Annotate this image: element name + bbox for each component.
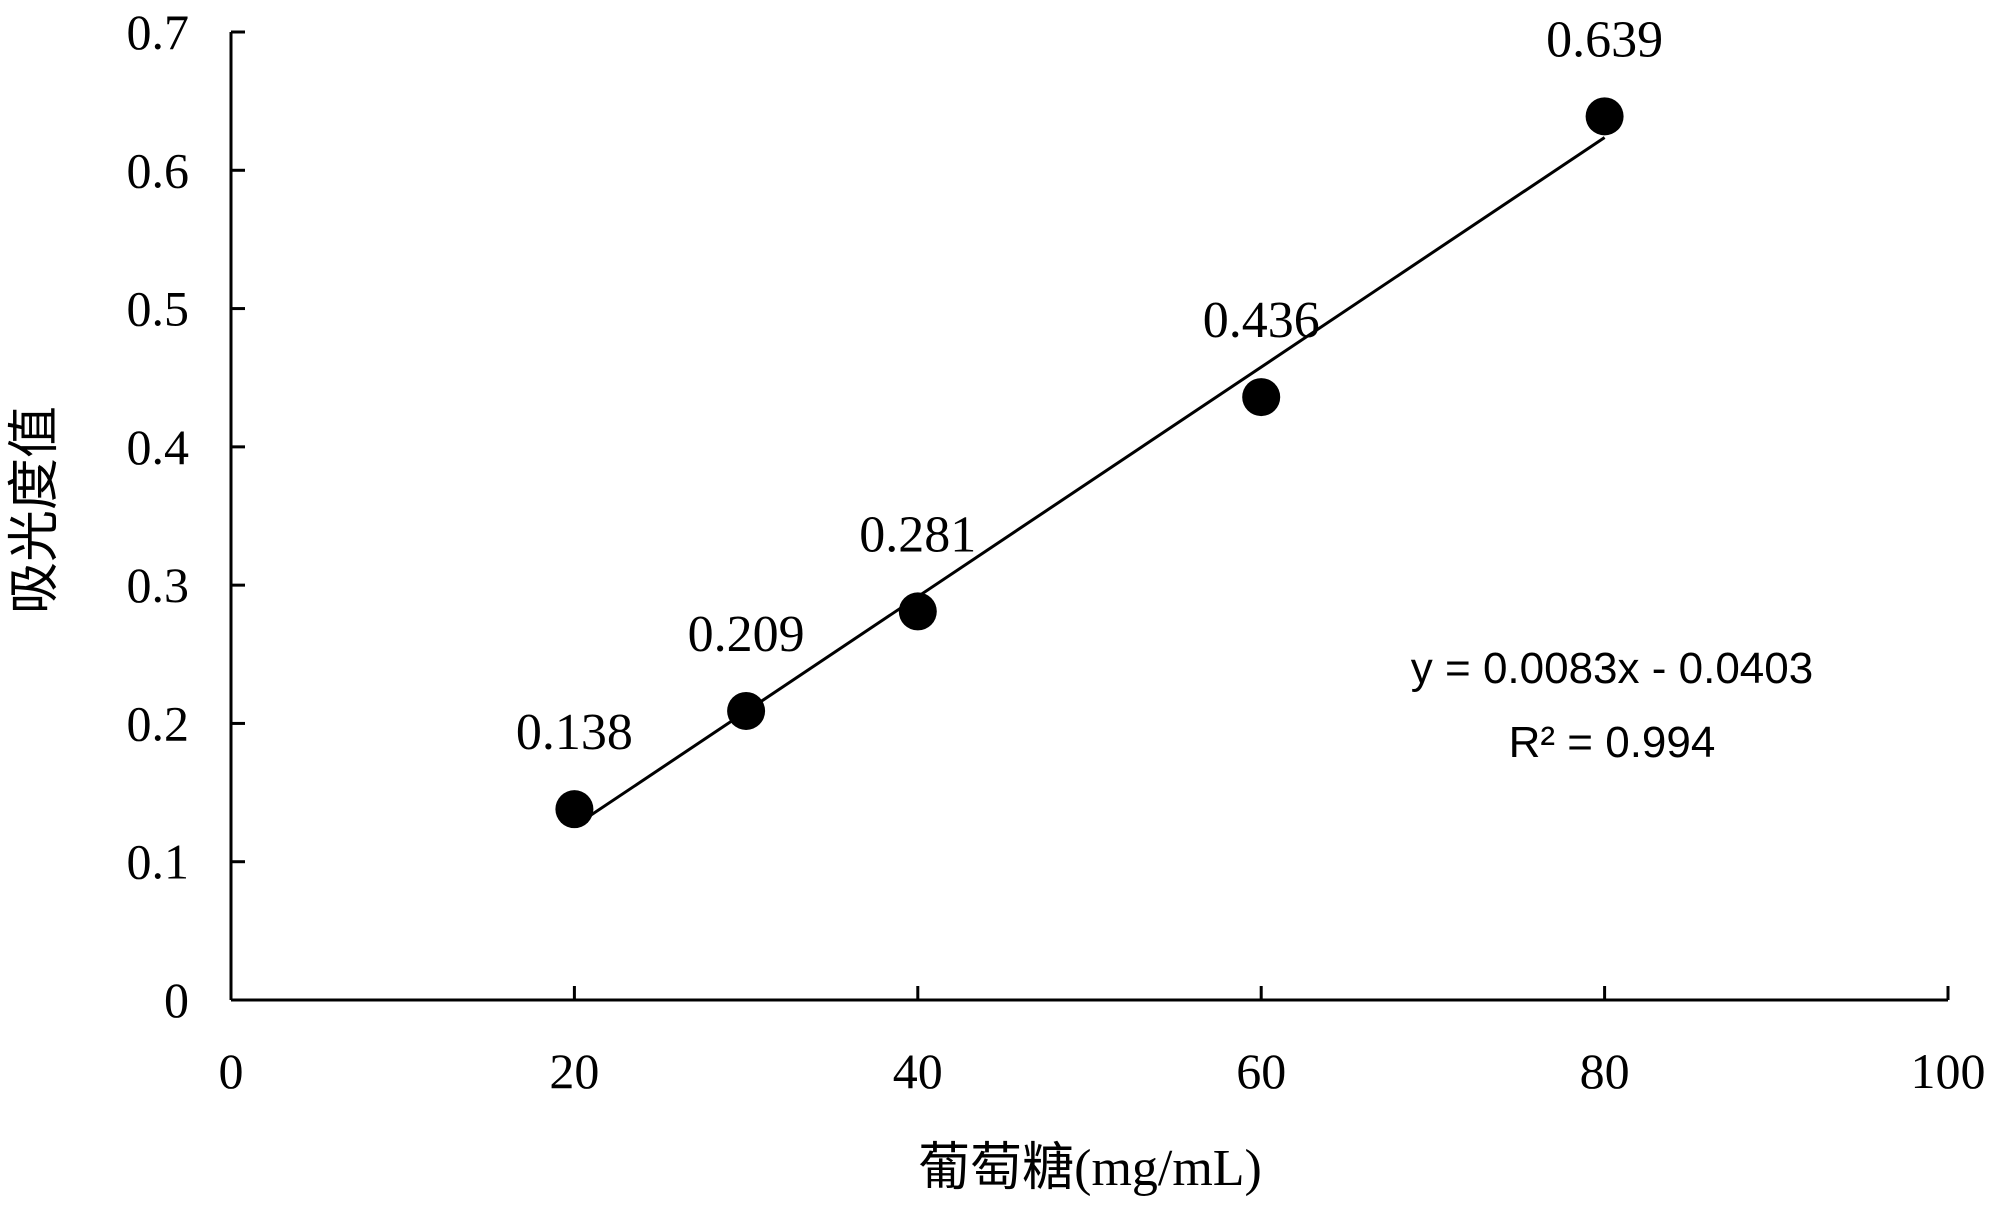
data-label: 0.639 xyxy=(1546,11,1663,68)
data-label: 0.281 xyxy=(859,506,976,563)
x-tick-label: 0 xyxy=(219,1043,244,1099)
data-label: 0.138 xyxy=(516,704,633,761)
y-tick-label: 0.5 xyxy=(127,281,190,337)
data-points xyxy=(555,97,1624,829)
trendline-equation: y = 0.0083x - 0.0403 xyxy=(1411,644,1813,693)
x-tick-label: 80 xyxy=(1580,1043,1630,1099)
y-axis-ticks: 0 0.1 0.2 0.3 0.4 0.5 0.6 0.7 xyxy=(127,4,245,1028)
data-point xyxy=(727,691,766,730)
data-point xyxy=(1585,97,1624,136)
y-tick-label: 0.6 xyxy=(127,142,190,198)
x-tick-label: 40 xyxy=(893,1043,943,1099)
y-tick-label: 0.1 xyxy=(127,834,190,890)
trendline xyxy=(573,136,1606,828)
axes xyxy=(229,32,1948,1002)
data-label: 0.436 xyxy=(1203,292,1320,349)
x-tick-label: 20 xyxy=(549,1043,599,1099)
trendline-r-squared: R² = 0.994 xyxy=(1509,718,1716,767)
x-tick-label: 60 xyxy=(1236,1043,1286,1099)
x-axis-label: 葡萄糖(mg/mL) xyxy=(918,1140,1262,1197)
data-point xyxy=(898,592,937,631)
x-axis-ticks: 0 20 40 60 80 100 xyxy=(219,986,1986,1099)
y-tick-label: 0.4 xyxy=(127,419,190,475)
y-axis-label: 吸光度值 xyxy=(7,406,64,614)
y-tick-label: 0.2 xyxy=(127,695,190,751)
y-tick-label: 0.7 xyxy=(127,4,190,60)
y-tick-label: 0.3 xyxy=(127,557,190,613)
y-tick-label: 0 xyxy=(164,972,189,1028)
data-point xyxy=(1242,378,1281,417)
data-point xyxy=(555,790,594,829)
data-label: 0.209 xyxy=(688,606,805,663)
x-tick-label: 100 xyxy=(1911,1043,1986,1099)
data-labels: 0.138 0.209 0.281 0.436 0.639 xyxy=(516,11,1663,761)
